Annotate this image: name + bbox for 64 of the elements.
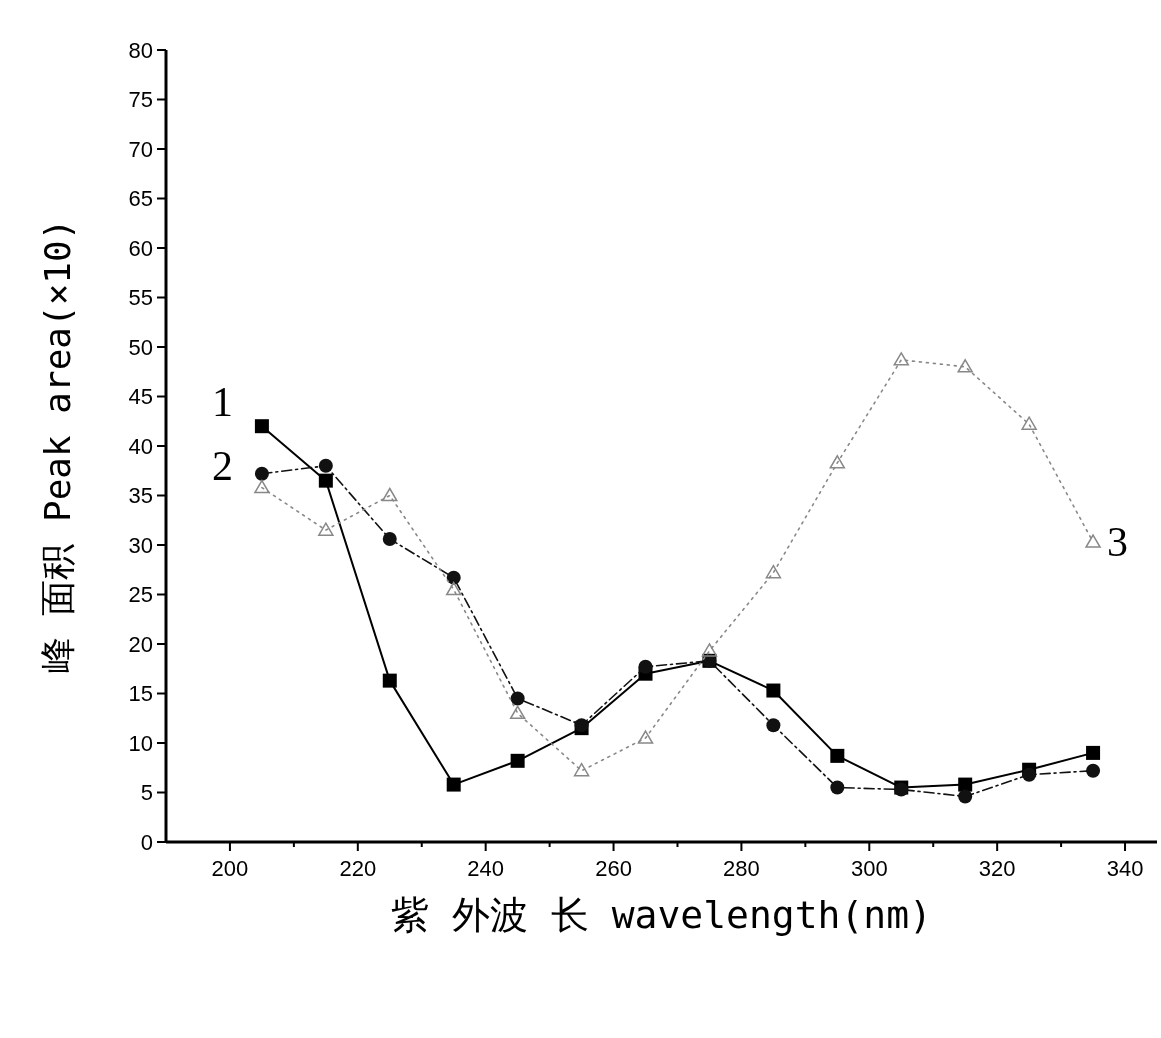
x-tick-label: 220	[339, 856, 377, 881]
point	[510, 691, 525, 706]
x-tick-label: 300	[850, 856, 888, 881]
y-tick-label: 15	[128, 681, 153, 707]
series-label: 3	[1107, 519, 1129, 566]
y-tick-label: 5	[140, 780, 153, 806]
point	[509, 705, 526, 720]
point	[766, 718, 781, 733]
y-tick-label: 60	[128, 235, 153, 261]
point	[637, 730, 654, 744]
y-tick-label: 45	[128, 384, 153, 410]
point	[254, 466, 269, 481]
series-label: 2	[211, 442, 233, 489]
x-tick-label: 260	[595, 856, 632, 881]
point	[1086, 763, 1101, 778]
point	[382, 532, 397, 547]
y-tick-label: 70	[128, 136, 153, 162]
point	[446, 570, 461, 585]
point	[1086, 745, 1101, 760]
y-tick-label: 75	[128, 87, 153, 113]
y-tick-label: 40	[128, 433, 153, 459]
point	[701, 643, 718, 657]
point	[765, 564, 782, 579]
y-tick-label: 0	[140, 829, 153, 855]
point	[1022, 767, 1037, 782]
point	[638, 659, 653, 674]
y-axis-title: 峰 面积 Peak area(×10)	[37, 218, 78, 674]
point	[573, 762, 590, 777]
point	[445, 581, 462, 596]
point	[1021, 416, 1037, 430]
x-tick-label: 280	[723, 856, 760, 881]
point	[382, 487, 398, 502]
y-tick-label: 80	[128, 37, 153, 63]
y-tick-label: 20	[128, 631, 153, 657]
y-tick-label: 65	[128, 186, 153, 212]
y-tick-label: 55	[128, 285, 153, 311]
y-tick-label: 25	[128, 582, 153, 608]
y-tick-label: 50	[128, 334, 153, 360]
point	[958, 777, 973, 792]
point	[318, 522, 334, 536]
y-tick-label: 10	[128, 730, 153, 756]
x-tick-label: 340	[1106, 856, 1144, 881]
point	[1085, 534, 1101, 548]
point	[958, 789, 973, 804]
point	[510, 753, 525, 768]
series-label: 1	[211, 379, 233, 426]
x-tick-label: 240	[467, 856, 505, 881]
point	[957, 359, 973, 373]
point	[446, 777, 461, 792]
x-tick-label: 200	[211, 856, 249, 881]
y-tick-label: 30	[128, 532, 153, 558]
point	[382, 673, 397, 688]
point	[893, 352, 910, 366]
point	[254, 479, 270, 494]
point	[830, 748, 845, 763]
point	[318, 473, 333, 488]
point	[766, 683, 781, 698]
y-tick-label: 35	[128, 483, 153, 509]
point	[254, 419, 269, 434]
point	[830, 780, 845, 795]
x-axis-title: 紫 外波 长 wavelength(nm)	[391, 893, 932, 937]
x-tick-label: 320	[978, 856, 1016, 881]
point	[318, 458, 333, 473]
point	[829, 455, 846, 469]
